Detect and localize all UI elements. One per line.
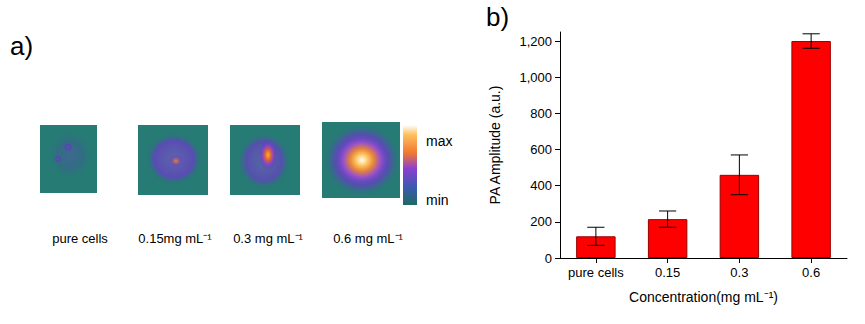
svg-text:PA Amplitude (a.u.): PA Amplitude (a.u.) <box>487 86 503 205</box>
svg-text:0: 0 <box>545 251 552 266</box>
svg-text:max: max <box>426 133 452 149</box>
svg-text:1,000: 1,000 <box>519 70 552 85</box>
svg-text:800: 800 <box>530 106 552 121</box>
svg-text:1,200: 1,200 <box>519 34 552 49</box>
svg-text:0.15mg mL⁻¹: 0.15mg mL⁻¹ <box>138 231 212 246</box>
svg-text:min: min <box>426 192 449 208</box>
svg-text:0.15: 0.15 <box>655 265 680 280</box>
svg-text:0.6 mg mL⁻¹: 0.6 mg mL⁻¹ <box>333 231 403 246</box>
svg-text:a): a) <box>10 31 33 61</box>
svg-text:pure cells: pure cells <box>568 265 624 280</box>
svg-text:400: 400 <box>530 178 552 193</box>
svg-text:200: 200 <box>530 214 552 229</box>
svg-text:0.3 mg mL⁻¹: 0.3 mg mL⁻¹ <box>233 231 303 246</box>
html-text:b): b) <box>486 2 510 32</box>
svg-text:pure cells: pure cells <box>52 231 108 246</box>
svg-text:Concentration(mg mL⁻¹): Concentration(mg mL⁻¹) <box>629 289 778 305</box>
svg-text:600: 600 <box>530 142 552 157</box>
svg-text:0.6: 0.6 <box>802 265 820 280</box>
svg-text:0.3: 0.3 <box>730 265 748 280</box>
